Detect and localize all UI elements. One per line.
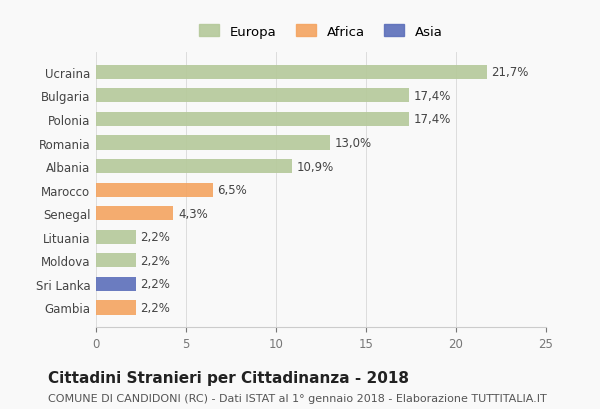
Bar [96,230,136,244]
Text: 17,4%: 17,4% [414,113,451,126]
Text: 2,2%: 2,2% [140,278,170,291]
Bar [96,160,292,174]
Text: 2,2%: 2,2% [140,301,170,314]
Bar [96,301,136,315]
Text: COMUNE DI CANDIDONI (RC) - Dati ISTAT al 1° gennaio 2018 - Elaborazione TUTTITAL: COMUNE DI CANDIDONI (RC) - Dati ISTAT al… [48,393,547,402]
Bar [96,65,487,80]
Bar [96,254,136,268]
Text: 2,2%: 2,2% [140,254,170,267]
Text: 10,9%: 10,9% [297,160,334,173]
Text: Cittadini Stranieri per Cittadinanza - 2018: Cittadini Stranieri per Cittadinanza - 2… [48,370,409,385]
Text: 4,3%: 4,3% [178,207,208,220]
Text: 13,0%: 13,0% [335,137,371,150]
Bar [96,183,213,197]
Bar [96,112,409,127]
Text: 2,2%: 2,2% [140,231,170,244]
Text: 17,4%: 17,4% [414,90,451,103]
Bar [96,207,173,221]
Bar [96,136,330,150]
Bar [96,277,136,291]
Bar [96,89,409,103]
Legend: Europa, Africa, Asia: Europa, Africa, Asia [196,21,446,43]
Text: 21,7%: 21,7% [491,66,529,79]
Text: 6,5%: 6,5% [218,184,247,197]
